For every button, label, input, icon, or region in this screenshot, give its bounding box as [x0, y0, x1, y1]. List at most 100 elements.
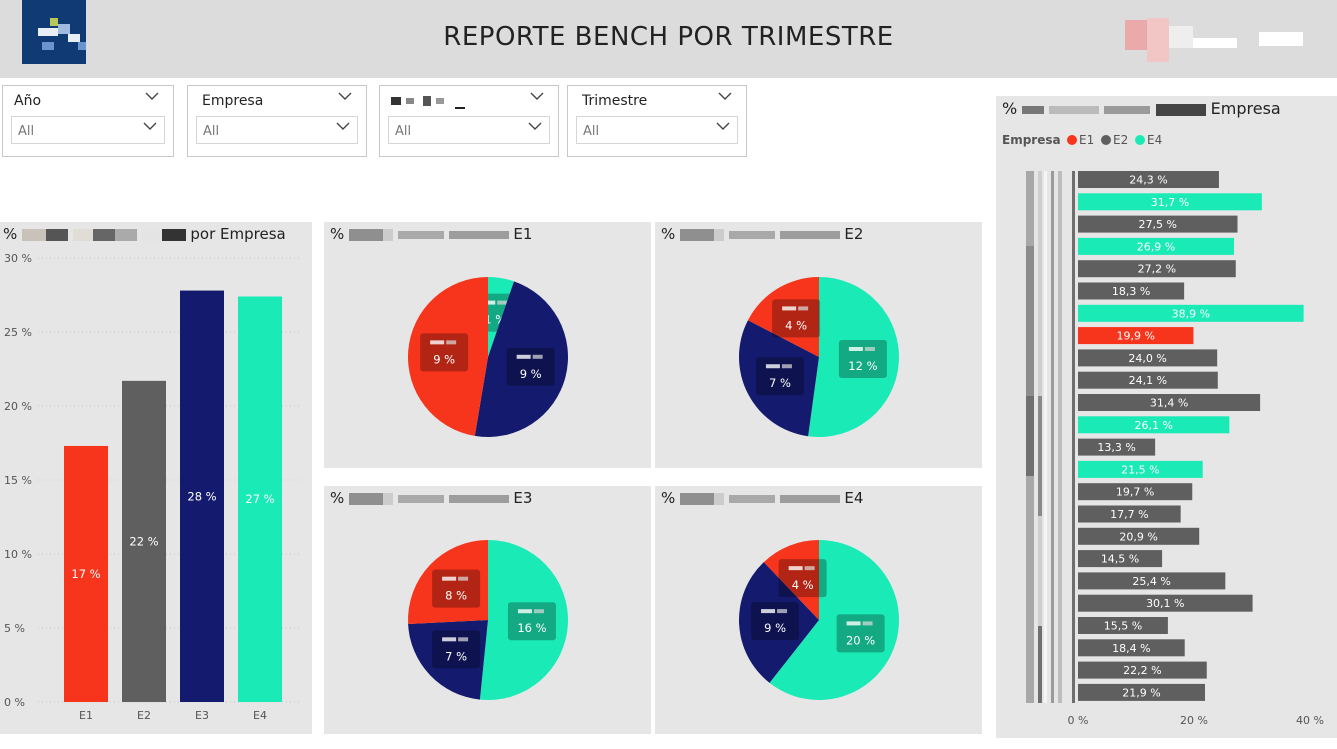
legend-entry-e1[interactable]: E1 — [1079, 133, 1094, 147]
pie-slice-e1[interactable] — [408, 277, 488, 436]
hbar-data-label: 21,5 % — [1121, 463, 1159, 476]
hbar-bar[interactable] — [1078, 661, 1207, 679]
hbar-bar[interactable] — [1078, 215, 1238, 233]
hbar-bar[interactable] — [1078, 527, 1200, 545]
hbar-bar[interactable] — [1078, 505, 1181, 523]
pie-label-text: 9 % — [764, 621, 786, 635]
pie-data-label: 12 % — [838, 340, 887, 379]
slicer-empresa[interactable]: Empresa All — [187, 85, 367, 157]
hbar-bar[interactable] — [1078, 639, 1185, 657]
chevron-down-icon[interactable] — [143, 122, 157, 131]
bar-data-label: 27 % — [245, 492, 274, 506]
pie-label-text: 16 % — [517, 621, 546, 635]
slicer-dropdown[interactable]: All — [388, 116, 550, 144]
hbar-bar[interactable] — [1078, 594, 1253, 612]
hbar-data-label: 27,5 % — [1139, 218, 1177, 231]
hbar-data-label: 24,3 % — [1129, 174, 1167, 187]
y-tick-label: 10 % — [4, 548, 32, 561]
hbar-bar[interactable] — [1078, 438, 1156, 456]
hbar-bar[interactable] — [1078, 237, 1235, 255]
bar-data-label: 17 % — [71, 567, 100, 581]
slicer-blurred[interactable]: All — [379, 85, 559, 157]
slicer-dropdown[interactable]: All — [196, 116, 358, 144]
hbar-bar[interactable] — [1078, 460, 1203, 478]
pie-label-text: 9 % — [520, 367, 542, 381]
blurred-category-strip — [1038, 626, 1042, 703]
chevron-down-icon[interactable] — [145, 92, 159, 101]
pie-data-label: 9 % — [420, 333, 469, 372]
hbar-data-label: 22,2 % — [1123, 664, 1161, 677]
chevron-down-icon[interactable] — [530, 92, 544, 101]
hbar-bar[interactable] — [1078, 304, 1304, 322]
hbar-bar[interactable] — [1078, 260, 1236, 278]
hbar-data-label: 24,0 % — [1128, 352, 1166, 365]
chevron-down-icon[interactable] — [716, 122, 730, 131]
hbar-data-label: 20,9 % — [1119, 530, 1157, 543]
legend-entry-e4[interactable]: E4 — [1147, 133, 1162, 147]
hbar-bar[interactable] — [1078, 327, 1194, 345]
pie-slice-e4[interactable] — [808, 277, 899, 437]
blurred-user-info — [1125, 18, 1305, 64]
y-tick-label: 25 % — [4, 326, 32, 339]
pie-label-text: 7 % — [769, 376, 791, 390]
hbar-data-label: 25,4 % — [1132, 575, 1170, 588]
pie-slice-e3[interactable] — [474, 281, 568, 437]
hbar-data-label: 26,1 % — [1134, 419, 1172, 432]
pie-data-label: 9 % — [506, 347, 555, 386]
chevron-down-icon[interactable] — [718, 92, 732, 101]
slicer-anio[interactable]: Año All — [2, 85, 174, 157]
hbar-bar[interactable] — [1078, 416, 1230, 434]
hbar-bar[interactable] — [1078, 282, 1185, 300]
legend-marker — [1135, 135, 1145, 145]
hbar-data-label: 26,9 % — [1137, 240, 1175, 253]
hbar-bar[interactable] — [1078, 683, 1206, 701]
pie-e3-title: % E3 — [330, 489, 533, 507]
slicer-dropdown[interactable]: All — [576, 116, 738, 144]
hbar-bar[interactable] — [1078, 617, 1168, 634]
slicer-trimestre[interactable]: Trimestre All — [567, 85, 747, 157]
hbar-bar[interactable] — [1078, 171, 1219, 188]
bar-e3[interactable] — [180, 290, 224, 702]
hbar-data-label: 19,9 % — [1116, 330, 1154, 343]
slicer-label: Empresa — [202, 93, 264, 109]
hbar-bar[interactable] — [1078, 483, 1193, 501]
slicer-label-blurred — [391, 93, 465, 109]
slicer-label: Año — [14, 93, 42, 109]
slicer-dropdown[interactable]: All — [11, 116, 165, 144]
hbar-bar[interactable] — [1078, 349, 1218, 367]
pie-slice-e4[interactable] — [479, 540, 569, 700]
chevron-down-icon[interactable] — [338, 92, 352, 101]
hbar-data-label: 18,4 % — [1112, 642, 1150, 655]
pie-slice-e1[interactable] — [408, 540, 488, 625]
bar-e4[interactable] — [238, 296, 282, 702]
pie-slice-e1[interactable] — [747, 277, 819, 357]
hbar-bar[interactable] — [1078, 371, 1218, 389]
pie-e4-svg: 20 % 9 % 4 % — [739, 540, 899, 700]
pie-e1-panel: % E1 1 % 9 % 9 % — [324, 222, 651, 468]
pie-slice-e4[interactable] — [488, 277, 514, 357]
bar-e2[interactable] — [122, 380, 166, 702]
legend-entry-e2[interactable]: E2 — [1113, 133, 1128, 147]
hbar-bar[interactable] — [1078, 550, 1163, 568]
company-logo-icon — [22, 0, 86, 64]
pie-label-text: 8 % — [445, 589, 467, 603]
pie-label-text: 4 % — [785, 318, 807, 332]
pie-data-label: 7 % — [755, 357, 804, 396]
hbar-bar[interactable] — [1078, 193, 1262, 211]
pie-slice-e3[interactable] — [739, 562, 819, 683]
hbar-bar[interactable] — [1078, 394, 1261, 411]
report-title: REPORTE BENCH POR TRIMESTRE — [443, 22, 894, 52]
pie-slice-e4[interactable] — [769, 540, 899, 700]
chevron-down-icon[interactable] — [528, 122, 542, 131]
pie-slice-e1[interactable] — [763, 540, 819, 620]
bar-e1[interactable] — [64, 445, 108, 702]
pie-data-label: 7 % — [432, 630, 481, 669]
hbar-bar[interactable] — [1078, 572, 1226, 590]
pie-data-label: 4 % — [772, 299, 821, 338]
pie-slice-e3[interactable] — [739, 320, 819, 437]
chevron-down-icon[interactable] — [336, 122, 350, 131]
pie-data-label: 20 % — [836, 614, 885, 653]
hbar-svg: Empresa E1 E2 E4 24,3 % 31,7 % 27,5 % 26,9 % 27,… — [1002, 133, 1324, 727]
hbar-title: % Empresa — [1002, 99, 1281, 118]
pie-label-text: 9 % — [433, 352, 455, 366]
